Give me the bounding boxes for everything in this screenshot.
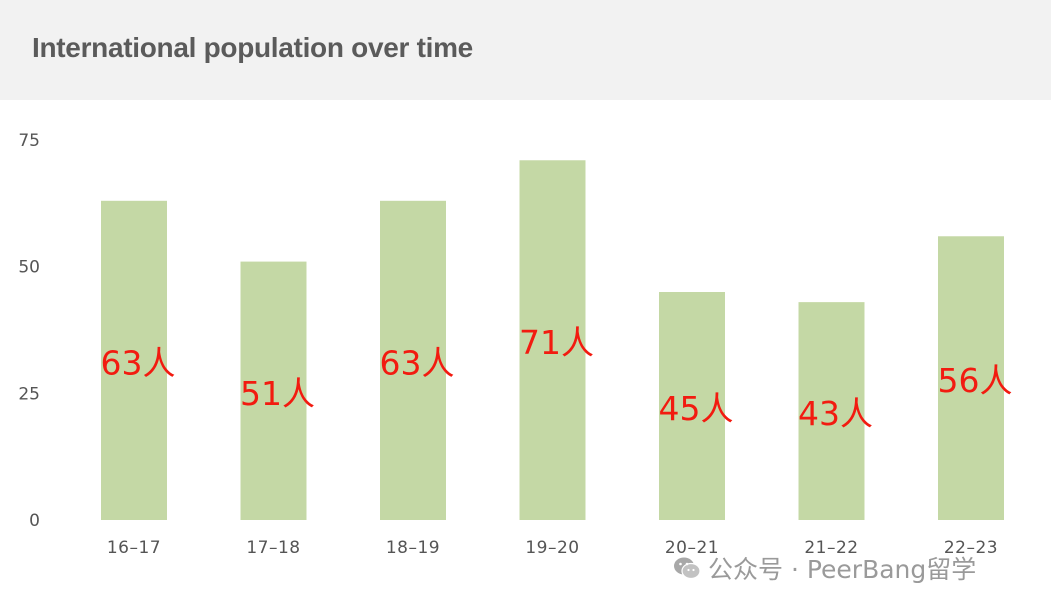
x-tick-label: 20–21 [665,538,719,558]
bar-17–18 [240,261,307,520]
wechat-icon [674,557,701,580]
bar-series [101,160,1004,521]
data-label: 63人 [380,343,455,382]
bar-19–20 [519,160,586,520]
data-labels: 63人 51人 63人 71人 45人 43人 56人 [101,323,1013,433]
data-label: 45人 [659,389,734,428]
data-label: 71人 [519,323,594,362]
bar-16–17 [101,200,167,521]
bar-21–22 [798,302,865,520]
y-axis: 0 25 50 75 [18,131,40,531]
data-label: 43人 [798,394,873,433]
data-label: 51人 [240,374,315,413]
x-tick-label: 18–19 [386,538,440,558]
x-tick-label: 17–18 [246,538,300,558]
watermark: 公众号 · PeerBang留学 [672,550,976,586]
bar-20–21 [659,292,725,520]
x-axis: 16–17 17–18 18–19 19–20 20–21 21–22 22–23 [107,538,998,558]
y-tick-label: 25 [18,384,40,404]
y-tick-label: 75 [18,131,40,151]
bar-22–23 [938,236,1004,520]
data-label: 56人 [938,361,1013,400]
bar-18–19 [380,200,446,521]
x-tick-label: 22–23 [944,538,998,558]
data-label: 63人 [101,343,176,382]
chart-header: International population over time [0,0,1051,100]
watermark-text: 公众号 · PeerBang留学 [708,555,977,584]
x-tick-label: 19–20 [525,538,579,558]
chart-title: International population over time [32,32,473,63]
x-tick-label: 16–17 [107,538,161,558]
y-tick-label: 50 [18,258,40,278]
y-tick-label: 0 [29,511,40,531]
x-tick-label: 21–22 [804,538,858,558]
